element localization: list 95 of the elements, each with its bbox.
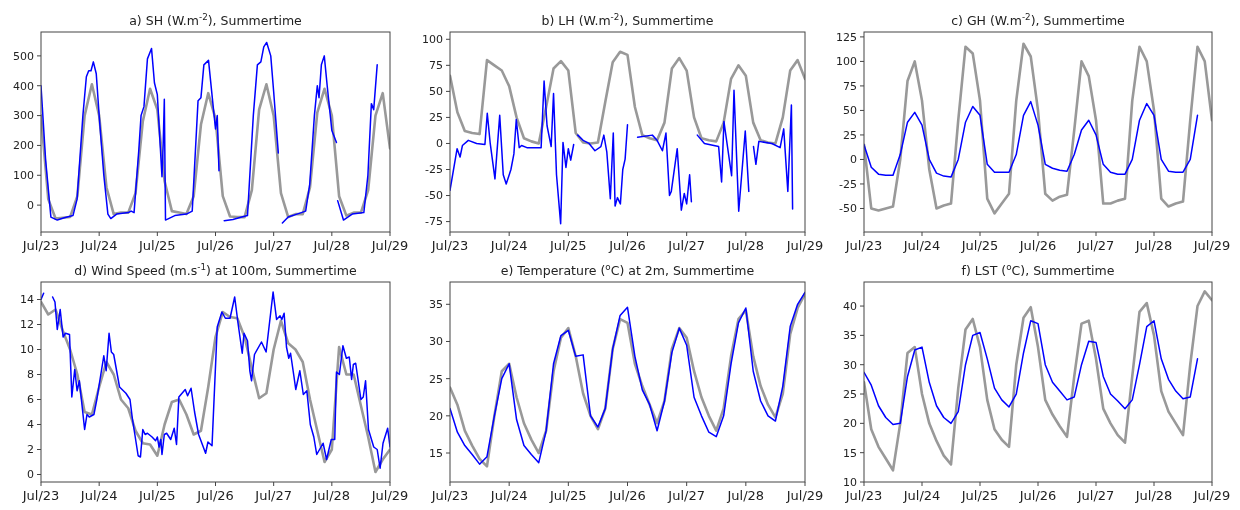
y-tick-label: -50	[425, 189, 443, 203]
y-tick-label: 0	[850, 153, 857, 167]
x-tick-label: Jul/27	[667, 238, 705, 253]
x-tick-label: Jul/25	[549, 238, 587, 253]
x-tick-label: Jul/29	[370, 238, 409, 253]
y-tick-label: 35	[843, 329, 857, 343]
y-tick-label: 4	[27, 418, 34, 432]
y-tick-label: 25	[429, 372, 443, 386]
y-tick-label: 12	[20, 318, 34, 332]
y-tick-label: 15	[843, 446, 857, 460]
x-tick-label: Jul/25	[138, 238, 176, 253]
y-tick-label: 0	[27, 198, 34, 212]
x-tick-label: Jul/29	[785, 488, 824, 503]
chart-title: d) Wind Speed (m.s$^{-1}$) at 100m, Summertime	[74, 262, 357, 278]
x-tick-label: Jul/27	[667, 488, 705, 503]
x-tick-label: Jul/24	[902, 238, 941, 253]
y-tick-label: 25	[843, 128, 857, 142]
x-tick-label: Jul/27	[254, 238, 292, 253]
x-tick-label: Jul/24	[79, 488, 118, 503]
line-series	[864, 290, 1212, 472]
x-tick-label: Jul/29	[785, 238, 824, 253]
y-tick-label: 8	[27, 368, 34, 382]
y-tick-label: -50	[839, 202, 857, 216]
y-tick-label: 14	[20, 293, 34, 307]
x-tick-label: Jul/27	[254, 488, 292, 503]
y-tick-label: 6	[27, 393, 34, 407]
x-tick-label: Jul/23	[21, 488, 60, 503]
x-tick-label: Jul/26	[196, 238, 234, 253]
x-tick-label: Jul/29	[370, 488, 409, 503]
x-tick-label: Jul/29	[1192, 238, 1231, 253]
y-tick-label: 0	[436, 137, 443, 151]
y-tick-label: 20	[843, 417, 857, 431]
chart-title: a) SH (W.m$^{-2}$), Summertime	[129, 12, 303, 28]
x-tick-label: Jul/28	[312, 238, 351, 253]
y-tick-label: 100	[13, 169, 34, 183]
x-tick-label: Jul/24	[489, 488, 528, 503]
chart-title: b) LH (W.m$^{-2}$), Summertime	[541, 12, 714, 28]
x-tick-label: Jul/28	[1134, 488, 1173, 503]
y-tick-label: 50	[429, 85, 443, 99]
y-tick-label: 200	[13, 139, 34, 153]
y-tick-label: 75	[429, 59, 443, 73]
x-tick-label: Jul/28	[726, 238, 765, 253]
y-tick-label: 100	[422, 33, 443, 47]
x-tick-label: Jul/25	[960, 488, 999, 503]
x-tick-label: Jul/25	[960, 238, 999, 253]
x-tick-label: Jul/23	[844, 238, 883, 253]
line-series	[864, 42, 1212, 215]
x-tick-label: Jul/25	[138, 488, 176, 503]
y-tick-label: 30	[843, 358, 857, 372]
y-tick-label: 0	[27, 468, 34, 482]
y-tick-label: 500	[13, 49, 34, 63]
x-tick-label: Jul/26	[608, 488, 646, 503]
x-tick-label: Jul/26	[1018, 488, 1057, 503]
y-tick-label: 25	[429, 111, 443, 125]
y-tick-label: 25	[843, 387, 857, 401]
y-tick-label: -75	[425, 215, 443, 229]
x-tick-label: Jul/25	[549, 488, 587, 503]
line-series	[864, 319, 1199, 426]
y-tick-label: 2	[27, 443, 34, 457]
x-tick-label: Jul/27	[1076, 238, 1115, 253]
y-tick-label: 125	[836, 30, 857, 44]
y-tick-label: 35	[429, 298, 443, 312]
x-tick-label: Jul/26	[608, 238, 646, 253]
chart-title: c) GH (W.m$^{-2}$), Summertime	[951, 12, 1126, 28]
x-tick-label: Jul/26	[1018, 238, 1057, 253]
y-tick-label: -25	[839, 177, 857, 191]
x-tick-label: Jul/29	[1192, 488, 1231, 503]
y-tick-label: 15	[429, 446, 443, 460]
y-tick-label: 75	[843, 79, 857, 93]
x-tick-label: Jul/27	[1076, 488, 1115, 503]
x-tick-label: Jul/23	[430, 238, 469, 253]
y-tick-label: -25	[425, 163, 443, 177]
line-series	[864, 100, 1199, 178]
y-tick-label: 40	[843, 299, 857, 313]
y-tick-label: 10	[843, 475, 857, 489]
x-tick-label: Jul/24	[489, 238, 528, 253]
chart-title: e) Temperature ($^{o}$C) at 2m, Summertime	[500, 262, 755, 278]
y-tick-label: 50	[843, 104, 857, 118]
x-tick-label: Jul/23	[844, 488, 883, 503]
line-series	[450, 50, 805, 145]
x-tick-label: Jul/28	[312, 488, 351, 503]
y-tick-label: 20	[429, 409, 443, 423]
x-tick-label: Jul/23	[21, 238, 60, 253]
x-tick-label: Jul/28	[1134, 238, 1173, 253]
chart-title: f) LST ($^{o}$C), Summertime	[961, 262, 1115, 278]
x-tick-label: Jul/23	[430, 488, 469, 503]
x-tick-label: Jul/24	[902, 488, 941, 503]
y-tick-label: 10	[20, 343, 34, 357]
x-tick-label: Jul/24	[79, 238, 118, 253]
x-tick-label: Jul/26	[196, 488, 234, 503]
y-tick-label: 400	[13, 79, 34, 93]
y-tick-label: 30	[429, 335, 443, 349]
y-tick-label: 100	[836, 55, 857, 69]
y-tick-label: 300	[13, 109, 34, 123]
x-tick-label: Jul/28	[726, 488, 765, 503]
